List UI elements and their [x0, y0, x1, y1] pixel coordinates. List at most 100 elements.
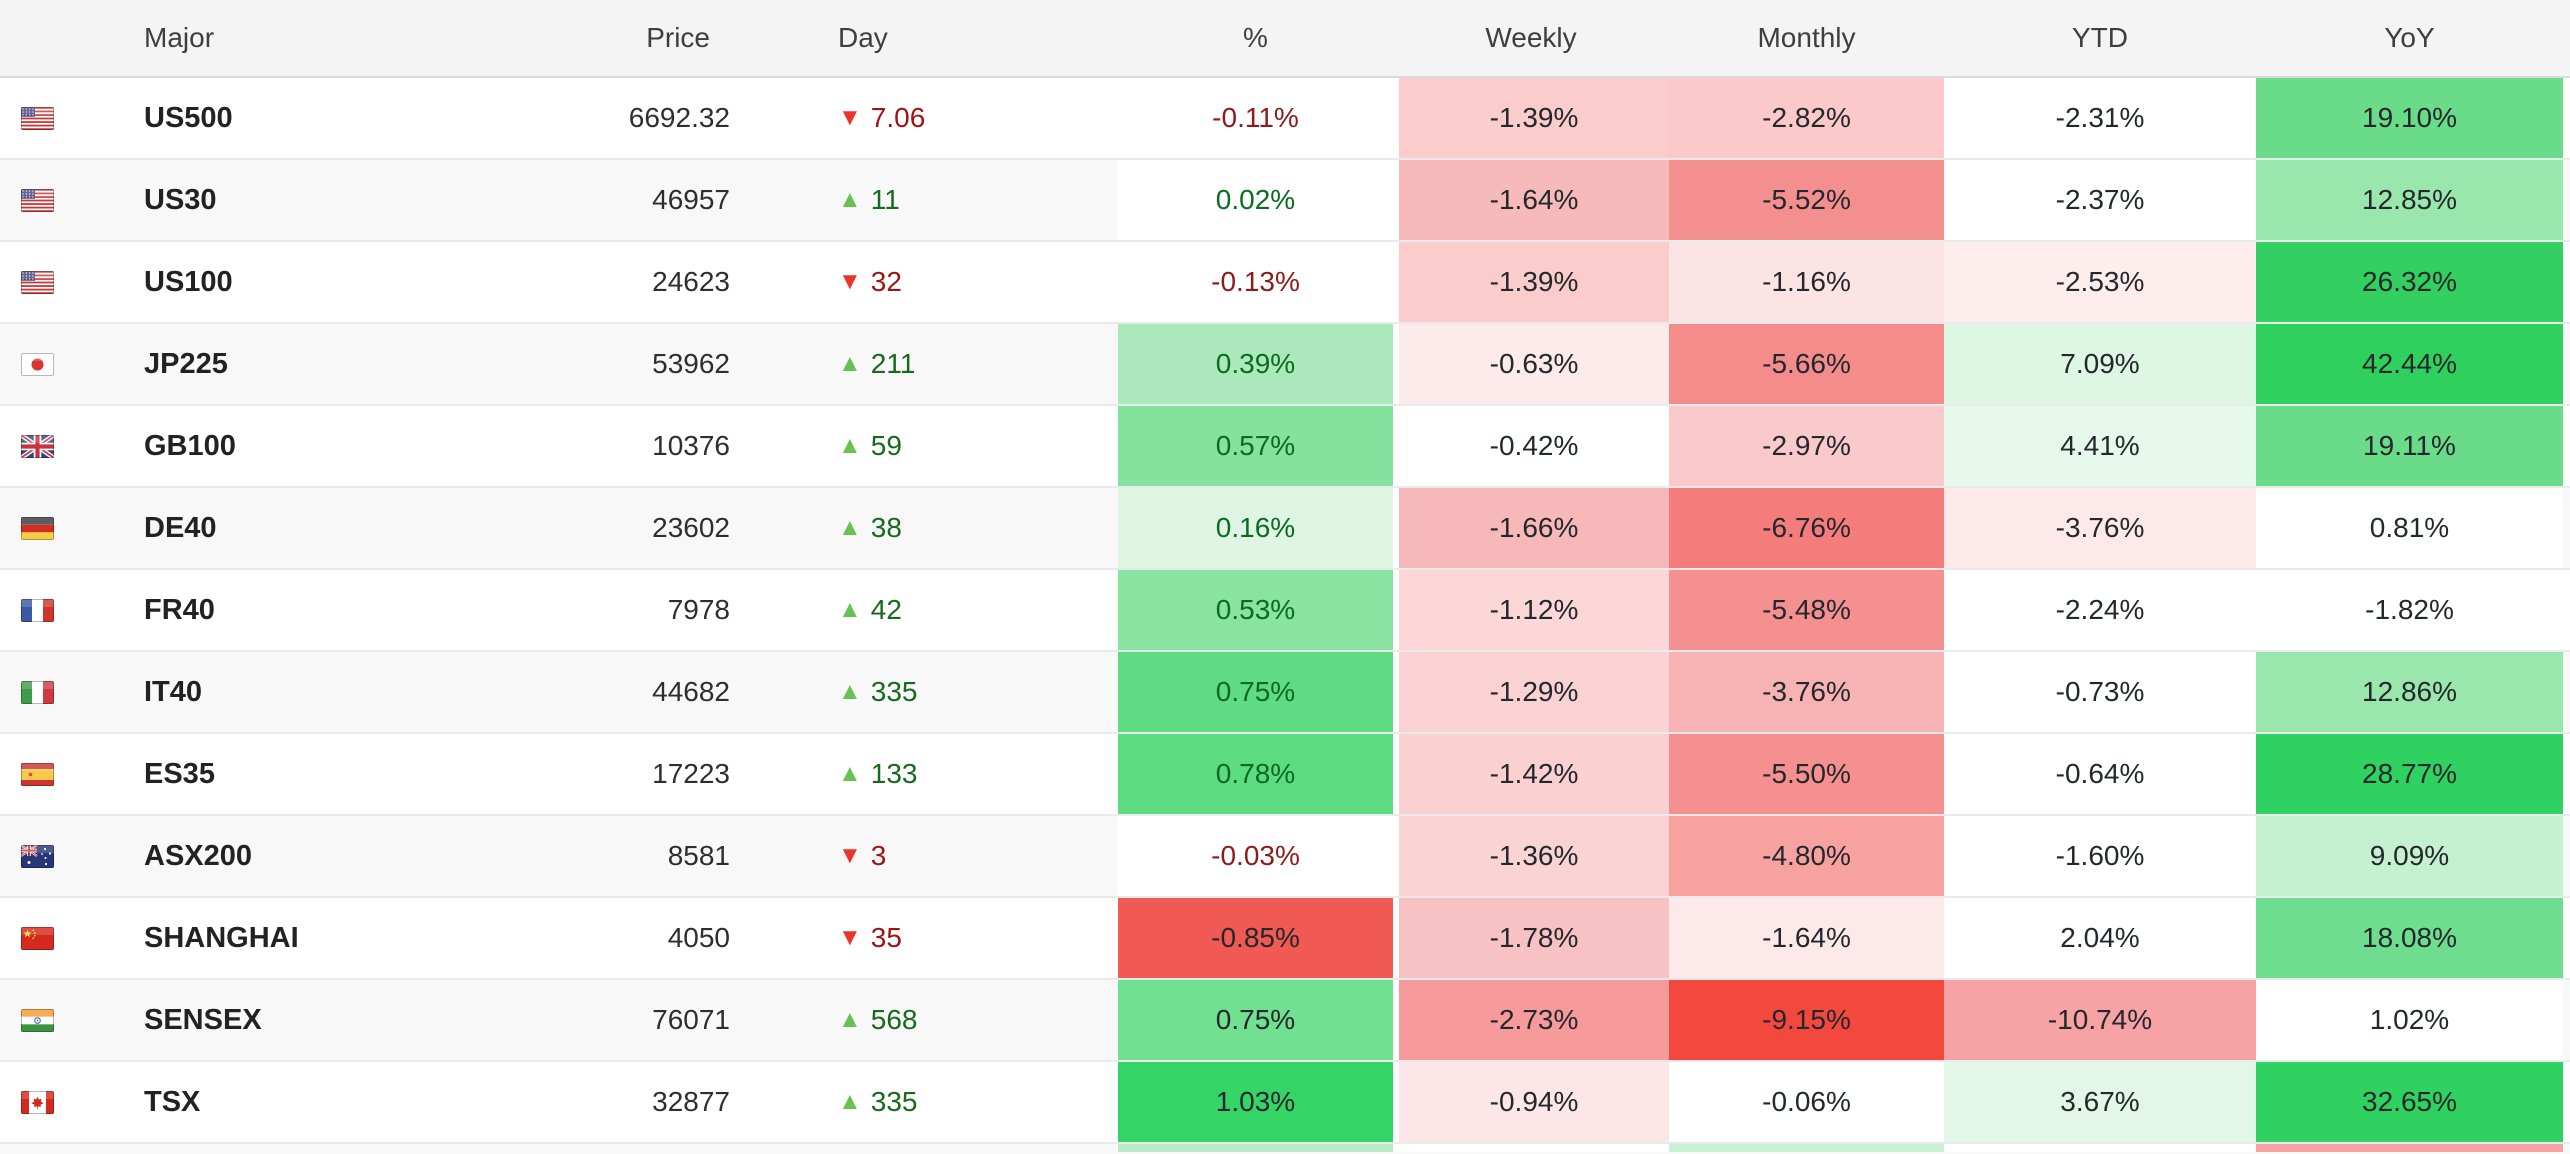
day-change-value: 133: [870, 758, 918, 789]
row-de40[interactable]: DE40 23602 ▲ 38 0.16% -1.66% -6.76% -3.76% 0.81%: [0, 486, 2570, 568]
index-symbol-link[interactable]: DE40: [144, 511, 217, 544]
col-header-day[interactable]: Day: [838, 22, 888, 53]
price-value: 7978: [667, 594, 730, 625]
cell-weekly: -1.39%: [1393, 242, 1669, 322]
partial-cell-monthly: [1669, 1144, 1944, 1152]
cell-yoy: 28.77%: [2256, 734, 2563, 814]
row-right-gutter: [2563, 406, 2570, 486]
cell-weekly: -1.42%: [1393, 734, 1669, 814]
cell-weekly: -1.66%: [1393, 488, 1669, 568]
table-header: Major Price Day% Weekly Monthly YTD YoY: [0, 0, 2570, 76]
cell-ytd: 2.04%: [1944, 898, 2256, 978]
index-symbol-link[interactable]: SENSEX: [144, 1003, 262, 1036]
au-flag-icon: [21, 844, 54, 868]
cell-yoy: 32.65%: [2256, 1062, 2563, 1142]
cell-monthly: -9.15%: [1669, 980, 1944, 1060]
row-sensex[interactable]: SENSEX 76071 ▲ 568 0.75% -2.73% -9.15% -10.74% 1…: [0, 978, 2570, 1060]
index-symbol-link[interactable]: US500: [144, 101, 233, 134]
col-header-price[interactable]: Price: [646, 22, 710, 53]
col-header-weekly[interactable]: Weekly: [1485, 22, 1577, 53]
row-right-gutter: [2563, 816, 2570, 896]
index-symbol-link[interactable]: ASX200: [144, 839, 253, 872]
row-us30[interactable]: US30 46957 ▲ 11 0.02% -1.64% -5.52% -2.37% 12.85…: [0, 158, 2570, 240]
partial-major: [110, 1144, 430, 1152]
row-right-gutter: [2563, 242, 2570, 322]
price-value: 32877: [652, 1086, 730, 1117]
row-shanghai[interactable]: SHANGHAI 4050 ▼ 35 -0.85% -1.78% -1.64% 2.04% 18…: [0, 896, 2570, 978]
price-value: 8581: [667, 840, 730, 871]
row-right-gutter: [2563, 570, 2570, 650]
flag-cell: [0, 324, 110, 404]
cell-ytd: -0.73%: [1944, 652, 2256, 732]
col-header-yoy[interactable]: YoY: [2384, 22, 2435, 53]
down-triangle-icon: ▼: [838, 268, 862, 295]
row-jp225[interactable]: JP225 53962 ▲ 211 0.39% -0.63% -5.66% 7.09% 42.4…: [0, 322, 2570, 404]
cell-yoy: 1.02%: [2256, 980, 2563, 1060]
row-asx200[interactable]: ASX200 8581 ▼ 3 -0.03% -1.36% -4.80% -1.60% 9.09…: [0, 814, 2570, 896]
cell-monthly: -3.76%: [1669, 652, 1944, 732]
row-right-gutter: [2563, 898, 2570, 978]
flag-cell: [0, 242, 110, 322]
major-cell: JP225: [110, 324, 430, 404]
up-triangle-icon: ▲: [838, 760, 862, 787]
index-symbol-link[interactable]: JP225: [144, 347, 228, 380]
index-symbol-link[interactable]: FR40: [144, 593, 215, 626]
jp-flag-icon: [21, 352, 54, 376]
row-gb100[interactable]: GB100 10376 ▲ 59 0.57% -0.42% -2.97% 4.41% 19.11…: [0, 404, 2570, 486]
col-header-ytd[interactable]: YTD: [2072, 22, 2128, 53]
partial-day: [735, 1144, 1118, 1152]
cell-weekly: -2.73%: [1393, 980, 1669, 1060]
flag-cell: [0, 734, 110, 814]
price-value: 44682: [652, 676, 730, 707]
major-cell: SHANGHAI: [110, 898, 430, 978]
row-fr40[interactable]: FR40 7978 ▲ 42 0.53% -1.12% -5.48% -2.24% -1.82%: [0, 568, 2570, 650]
cell-pct: 1.03%: [1118, 1062, 1393, 1142]
up-triangle-icon: ▲: [838, 1006, 862, 1033]
row-it40[interactable]: IT40 44682 ▲ 335 0.75% -1.29% -3.76% -0.73% 12.8…: [0, 650, 2570, 732]
cell-monthly: -4.80%: [1669, 816, 1944, 896]
index-symbol-link[interactable]: SHANGHAI: [144, 921, 299, 954]
partial-price: [430, 1144, 735, 1152]
index-symbol-link[interactable]: US30: [144, 183, 217, 216]
index-symbol-link[interactable]: GB100: [144, 429, 236, 462]
row-tsx[interactable]: TSX 32877 ▲ 335 1.03% -0.94% -0.06% 3.67% 32.65%: [0, 1060, 2570, 1142]
day-cell: ▲ 59: [735, 406, 1118, 486]
price-value: 23602: [652, 512, 730, 543]
flag-cell: [0, 980, 110, 1060]
header-right-gutter: [2563, 0, 2570, 76]
cell-ytd: -0.64%: [1944, 734, 2256, 814]
cell-monthly: -1.16%: [1669, 242, 1944, 322]
day-change-value: 32: [870, 266, 902, 297]
col-header-monthly[interactable]: Monthly: [1757, 22, 1856, 53]
day-cell: ▼ 32: [735, 242, 1118, 322]
index-symbol-link[interactable]: IT40: [144, 675, 203, 708]
col-header-major[interactable]: Major: [144, 22, 215, 53]
index-symbol-link[interactable]: TSX: [144, 1085, 201, 1118]
col-header-pct[interactable]: %: [1243, 22, 1268, 53]
row-right-gutter: [2563, 78, 2570, 158]
cell-pct: -0.03%: [1118, 816, 1393, 896]
cell-yoy: 12.85%: [2256, 160, 2563, 240]
partial-gutter: [2563, 1144, 2570, 1152]
cell-pct: 0.53%: [1118, 570, 1393, 650]
row-es35[interactable]: ES35 17223 ▲ 133 0.78% -1.42% -5.50% -0.64% 28.7…: [0, 732, 2570, 814]
flag-cell: [0, 816, 110, 896]
cell-weekly: -1.12%: [1393, 570, 1669, 650]
cell-monthly: -2.97%: [1669, 406, 1944, 486]
cell-weekly: -0.94%: [1393, 1062, 1669, 1142]
cell-pct: -0.85%: [1118, 898, 1393, 978]
row-right-gutter: [2563, 324, 2570, 404]
day-change-value: 7.06: [870, 102, 926, 133]
index-symbol-link[interactable]: ES35: [144, 757, 215, 790]
cell-monthly: -2.82%: [1669, 78, 1944, 158]
row-us100[interactable]: US100 24623 ▼ 32 -0.13% -1.39% -1.16% -2.53% 26.…: [0, 240, 2570, 322]
index-symbol-link[interactable]: US100: [144, 265, 233, 298]
cell-weekly: -1.29%: [1393, 652, 1669, 732]
row-us500[interactable]: US500 6692.32 ▼ 7.06 -0.11% -1.39% -2.82% -2.31…: [0, 76, 2570, 158]
price-value: 6692.32: [628, 102, 730, 133]
cell-weekly: -1.39%: [1393, 78, 1669, 158]
cell-ytd: -1.60%: [1944, 816, 2256, 896]
major-cell: TSX: [110, 1062, 430, 1142]
row-right-gutter: [2563, 980, 2570, 1060]
cell-monthly: -5.52%: [1669, 160, 1944, 240]
